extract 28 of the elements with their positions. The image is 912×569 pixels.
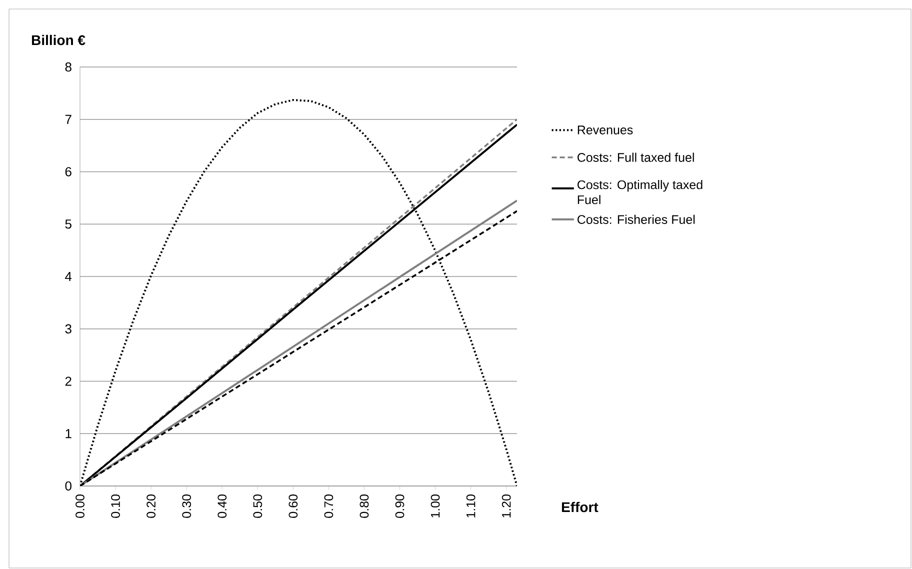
y-tick-label: 3 bbox=[65, 324, 72, 334]
legend-label: Costs: Fisheries Fuel bbox=[578, 214, 695, 224]
x-tick-label: 0.10 bbox=[111, 494, 120, 518]
x-tick-label: 0.70 bbox=[324, 494, 334, 518]
x-axis-title: Effort bbox=[562, 502, 598, 512]
legend-label: Revenues bbox=[578, 126, 633, 134]
x-tick-label: 0.60 bbox=[288, 494, 298, 518]
x-tick-label: 1.20 bbox=[502, 494, 511, 518]
x-tick-label: 0.80 bbox=[360, 494, 369, 518]
y-tick-label: 1 bbox=[66, 429, 72, 438]
legend-label: Costs: Optimally taxed Fuel bbox=[578, 180, 702, 204]
y-axis-title: Billion € bbox=[32, 34, 86, 46]
x-tick-label: 0.40 bbox=[218, 494, 227, 518]
x-tick-label: 0.00 bbox=[76, 494, 84, 518]
x-tick-label: 0.20 bbox=[146, 494, 156, 518]
y-tick-label: 4 bbox=[65, 272, 72, 281]
y-tick-label: 0 bbox=[65, 481, 72, 491]
y-tick-label: 7 bbox=[65, 114, 72, 124]
y-tick-label: 5 bbox=[65, 220, 72, 229]
legend-label: Costs: Full taxed fuel bbox=[578, 152, 694, 162]
x-tick-label: 1.10 bbox=[466, 494, 476, 518]
x-tick-label: 1.00 bbox=[430, 494, 440, 518]
x-tick-label: 0.50 bbox=[253, 494, 262, 518]
y-tick-label: 6 bbox=[65, 167, 72, 176]
y-tick-label: 2 bbox=[65, 376, 72, 386]
y-tick-label: 8 bbox=[65, 62, 72, 72]
x-tick-label: 0.90 bbox=[395, 494, 404, 518]
x-tick-label: 0.30 bbox=[182, 494, 192, 518]
